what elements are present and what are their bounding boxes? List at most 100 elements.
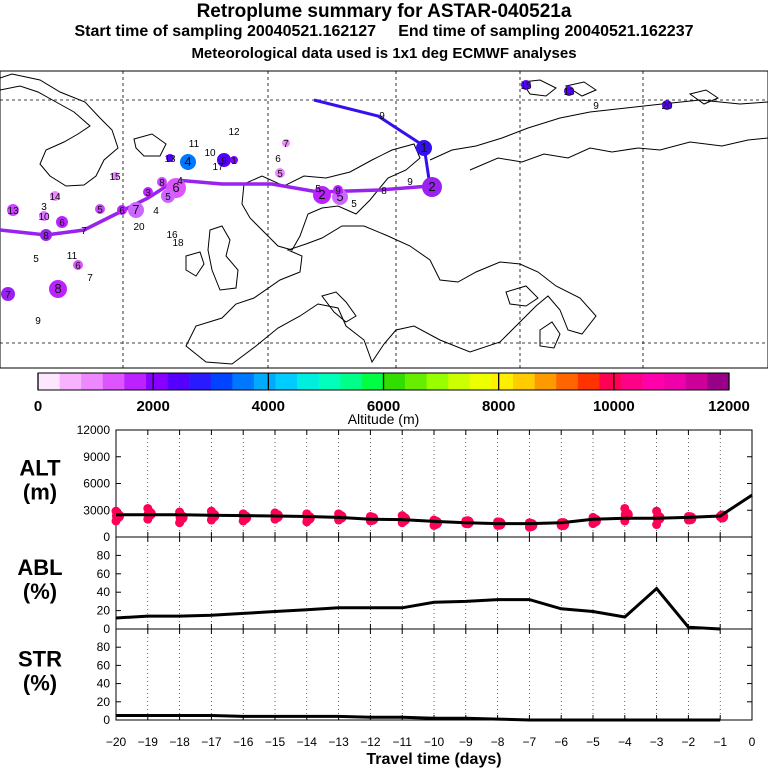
plume-point-label: 7 (87, 273, 93, 284)
plume-point-marker (49, 280, 67, 298)
colorbar-swatch (577, 373, 600, 390)
plume-point-label: 11 (67, 251, 78, 262)
y-tick-label: 60 (97, 658, 111, 672)
x-tick-label: −11 (392, 735, 412, 749)
colorbar-swatch (642, 373, 665, 390)
panel-ylabel-str: STR (%) (18, 647, 62, 696)
panel-frame-str (115, 628, 753, 721)
plume-point-marker (1, 287, 15, 301)
plume-point-marker (333, 185, 343, 195)
y-tick-label: 80 (97, 548, 111, 562)
colorbar-swatch (189, 373, 212, 390)
plume-point-label: 9 (35, 316, 41, 327)
plume-point-marker (564, 86, 574, 96)
y-tick-label: 0 (103, 530, 110, 544)
x-tick-label: −3 (650, 735, 664, 749)
x-axis-title: Travel time (days) (366, 751, 501, 768)
colorbar-swatch (275, 373, 298, 390)
plume-point-marker (313, 186, 331, 204)
plume-point-label: 9 (379, 111, 385, 122)
plume-point-marker (416, 140, 432, 156)
plume-point-label: 5 (277, 169, 283, 180)
plume-point-label: 14 (49, 192, 61, 203)
colorbar-swatch (81, 373, 104, 390)
y-tick-label: 60 (97, 567, 111, 581)
plume-point-label: 13 (7, 206, 19, 217)
plume-point-label: 6 (59, 218, 65, 229)
plume-point-label: 15 (109, 172, 121, 183)
x-tick-label: 0 (749, 735, 756, 749)
plume-point-marker (230, 156, 238, 164)
plume-point-marker (111, 172, 119, 180)
colorbar-tick-label: 0 (34, 398, 42, 415)
plume-point-marker (56, 216, 68, 228)
colorbar-swatch (38, 373, 60, 390)
plume-point-label: 9 (335, 186, 341, 197)
colorbar-swatch (556, 373, 579, 390)
x-tick-label: −20 (106, 735, 127, 749)
colorbar-title: Altitude (m) (348, 411, 420, 427)
plume-point-label: 9 (407, 177, 413, 188)
x-tick-label: −16 (233, 735, 254, 749)
y-tick-label: 0 (103, 713, 110, 727)
plume-point-label: 10 (38, 212, 50, 223)
plume-point-label: 13 (164, 154, 176, 165)
colorbar-swatch (469, 373, 492, 390)
plume-point-label: 2 (318, 187, 325, 202)
x-tick-label: −18 (169, 735, 190, 749)
plume-point-marker (275, 168, 285, 178)
plume-point-marker (40, 229, 52, 241)
y-tick-label: 20 (97, 604, 111, 618)
x-tick-label: −8 (491, 735, 505, 749)
colorbar-tick-label: 2000 (136, 398, 169, 415)
plume-point-marker (180, 154, 196, 170)
plume-point-marker (50, 191, 60, 201)
plume-point-label: 7 (283, 139, 289, 150)
sampling-times: Start time of sampling 20040521.162127 E… (0, 23, 768, 41)
x-tick-label: −19 (138, 735, 159, 749)
plume-point-marker (422, 177, 442, 197)
plume-point-label: 17 (212, 162, 224, 173)
colorbar-swatch (145, 373, 168, 390)
plume-point-marker (143, 187, 153, 197)
colorbar-tick-label: 10000 (593, 398, 635, 415)
colorbar-swatch (448, 373, 471, 390)
colorbar-swatch (664, 373, 687, 390)
plume-point-marker (521, 80, 531, 90)
chart-title: Retroplume summary for ASTAR-040521a (196, 1, 572, 22)
plume-point-marker (157, 177, 167, 187)
colorbar-swatch (534, 373, 557, 390)
y-tick-label: 20 (97, 695, 111, 709)
plume-point-marker (282, 139, 290, 147)
altitude-cluster-center (175, 511, 188, 524)
x-tick-label: −10 (424, 735, 445, 749)
colorbar-swatch (426, 373, 449, 390)
plume-point-marker (166, 154, 174, 162)
colorbar-swatch (383, 373, 406, 390)
x-tick-label: −12 (360, 735, 381, 749)
ylabel-line: STR (18, 647, 62, 672)
y-tick-label: 80 (97, 640, 111, 654)
plume-point-label: 1 (420, 140, 427, 155)
colorbar-swatch (210, 373, 233, 390)
plume-point-label: 7 (5, 290, 11, 301)
plume-point-label: 8 (43, 231, 49, 242)
x-tick-label: −6 (554, 735, 568, 749)
x-tick-label: −1 (713, 735, 727, 749)
plume-point-label: 2 (428, 179, 435, 194)
colorbar-swatch (102, 373, 125, 390)
plume-point-label: 1 (231, 156, 237, 167)
plume-point-marker (217, 153, 231, 167)
colorbar-swatch (707, 373, 730, 390)
ylabel-line: ABL (17, 555, 62, 580)
x-tick-label: −13 (328, 735, 349, 749)
series-line-abl (115, 586, 721, 631)
plume-point-label: 5 (315, 184, 321, 195)
colorbar-swatch (167, 373, 190, 390)
colorbar-swatch (59, 373, 82, 390)
plume-point-label: 7 (132, 202, 139, 217)
plume-point-label: 9 (593, 101, 599, 112)
